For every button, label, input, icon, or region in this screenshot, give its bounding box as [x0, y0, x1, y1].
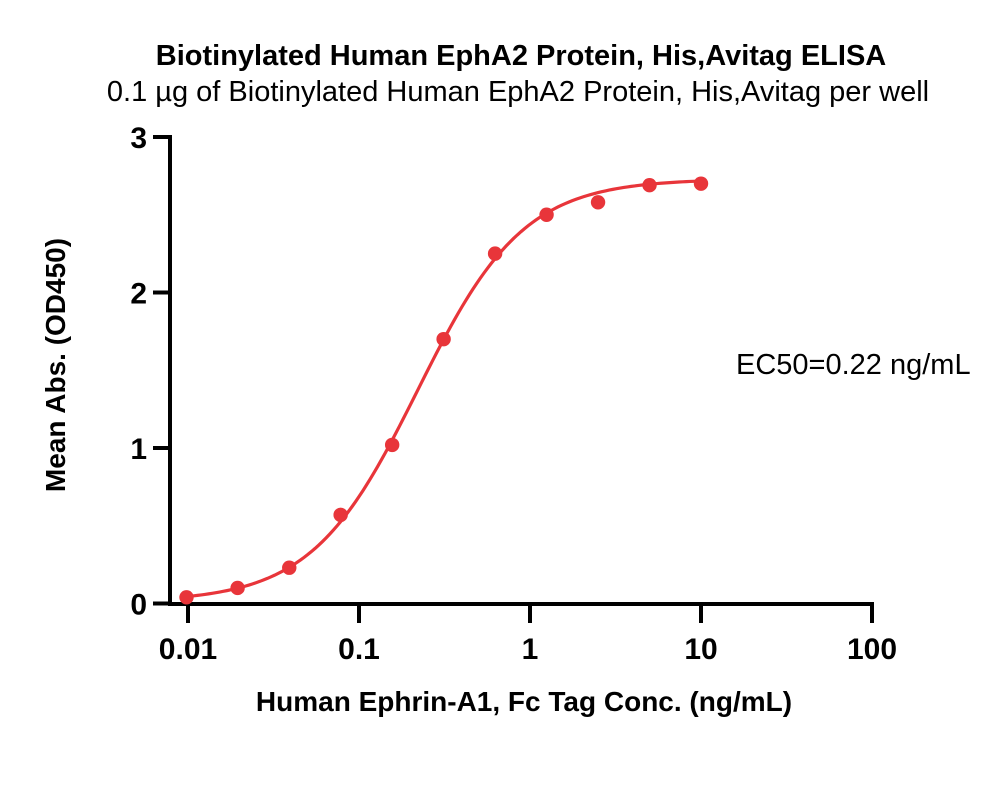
chart-title: Biotinylated Human EphA2 Protein, His,Av… — [155, 40, 887, 72]
data-point — [333, 507, 348, 523]
data-point — [642, 178, 657, 193]
x-axis-title: Human Ephrin-A1, Fc Tag Conc. (ng/mL) — [255, 686, 793, 717]
data-point — [590, 195, 606, 210]
chart-subtitle: 0.1 µg of Biotinylated Human EphA2 Prote… — [106, 76, 930, 108]
x-tick-label: 0.1 — [338, 633, 380, 666]
data-point — [282, 560, 297, 575]
data-point — [384, 437, 400, 453]
y-tick-label: 1 — [130, 433, 147, 466]
y-tick-label: 3 — [130, 122, 147, 155]
data-point — [693, 176, 709, 191]
y-tick-label: 2 — [130, 278, 147, 311]
data-point — [436, 331, 451, 347]
fit-curve — [184, 179, 703, 599]
data-point — [539, 207, 554, 222]
data-point — [179, 590, 194, 605]
ec50-annotation: EC50=0.22 ng/mL — [736, 349, 971, 381]
x-tick-label: 1 — [522, 633, 539, 666]
data-point — [487, 246, 503, 261]
y-tick-label: 0 — [130, 589, 147, 622]
x-tick-label: 10 — [684, 633, 717, 666]
x-tick-label: 100 — [847, 633, 897, 666]
data-point — [230, 580, 245, 596]
x-tick-label: 0.01 — [159, 633, 217, 666]
